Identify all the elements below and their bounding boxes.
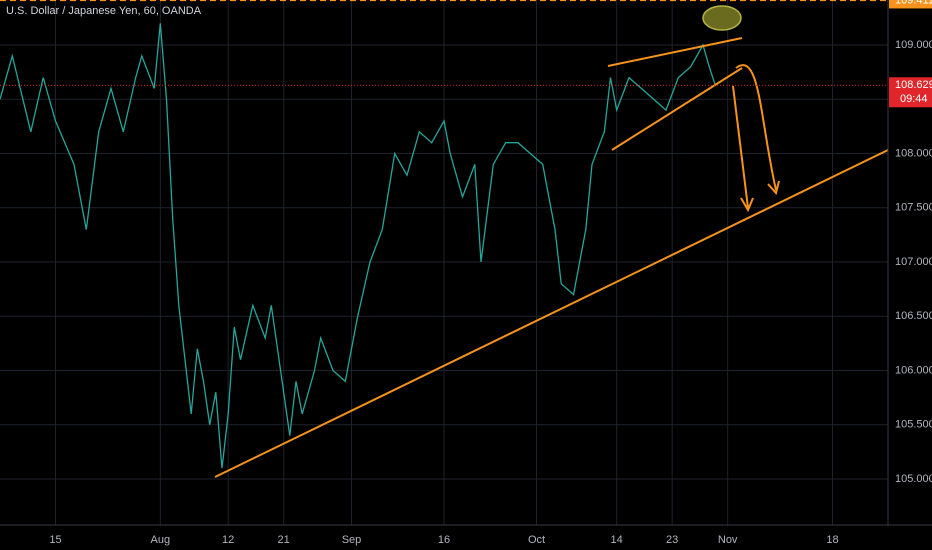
last-price-bg: [889, 77, 932, 108]
y-tick-label: 105.500: [895, 419, 932, 431]
x-tick-label: 12: [222, 534, 234, 546]
y-tick-label: 107.500: [895, 202, 932, 214]
plot: [0, 23, 716, 469]
y-tick-label: 107.000: [895, 256, 932, 268]
x-tick-label: 21: [278, 534, 290, 546]
x-tick-label: Aug: [151, 534, 171, 546]
y-tick-label: 106.000: [895, 364, 932, 376]
alert-label-bg: [889, 0, 932, 9]
highlight-ellipse: [702, 5, 742, 31]
y-tick-label: 109.000: [895, 39, 932, 51]
x-tick-label: Sep: [342, 534, 362, 546]
grid: [0, 0, 888, 525]
last-price-label: 108.629: [895, 79, 932, 91]
chart-title: U.S. Dollar / Japanese Yen, 60, OANDA: [6, 5, 202, 17]
x-tick-label: 14: [611, 534, 623, 546]
x-tick-label: Nov: [718, 534, 738, 546]
y-tick-label: 106.500: [895, 310, 932, 322]
x-tick-label: 15: [49, 534, 61, 546]
price-line: [0, 23, 716, 469]
wedge-top: [607, 37, 743, 67]
arrow: [732, 85, 754, 213]
x-tick-label: 23: [666, 534, 678, 546]
alert-label: 109.411: [895, 0, 932, 6]
arrow: [735, 64, 780, 196]
y-tick-label: 108.000: [895, 147, 932, 159]
x-tick-label: 18: [826, 534, 838, 546]
x-tick-label: Oct: [528, 534, 545, 546]
trend-line: [214, 149, 889, 478]
y-tick-label: 105.000: [895, 473, 932, 485]
wedge-bottom: [611, 67, 743, 151]
countdown-label: 09:44: [900, 93, 928, 105]
drawings: [214, 37, 889, 478]
x-tick-label: 16: [438, 534, 450, 546]
